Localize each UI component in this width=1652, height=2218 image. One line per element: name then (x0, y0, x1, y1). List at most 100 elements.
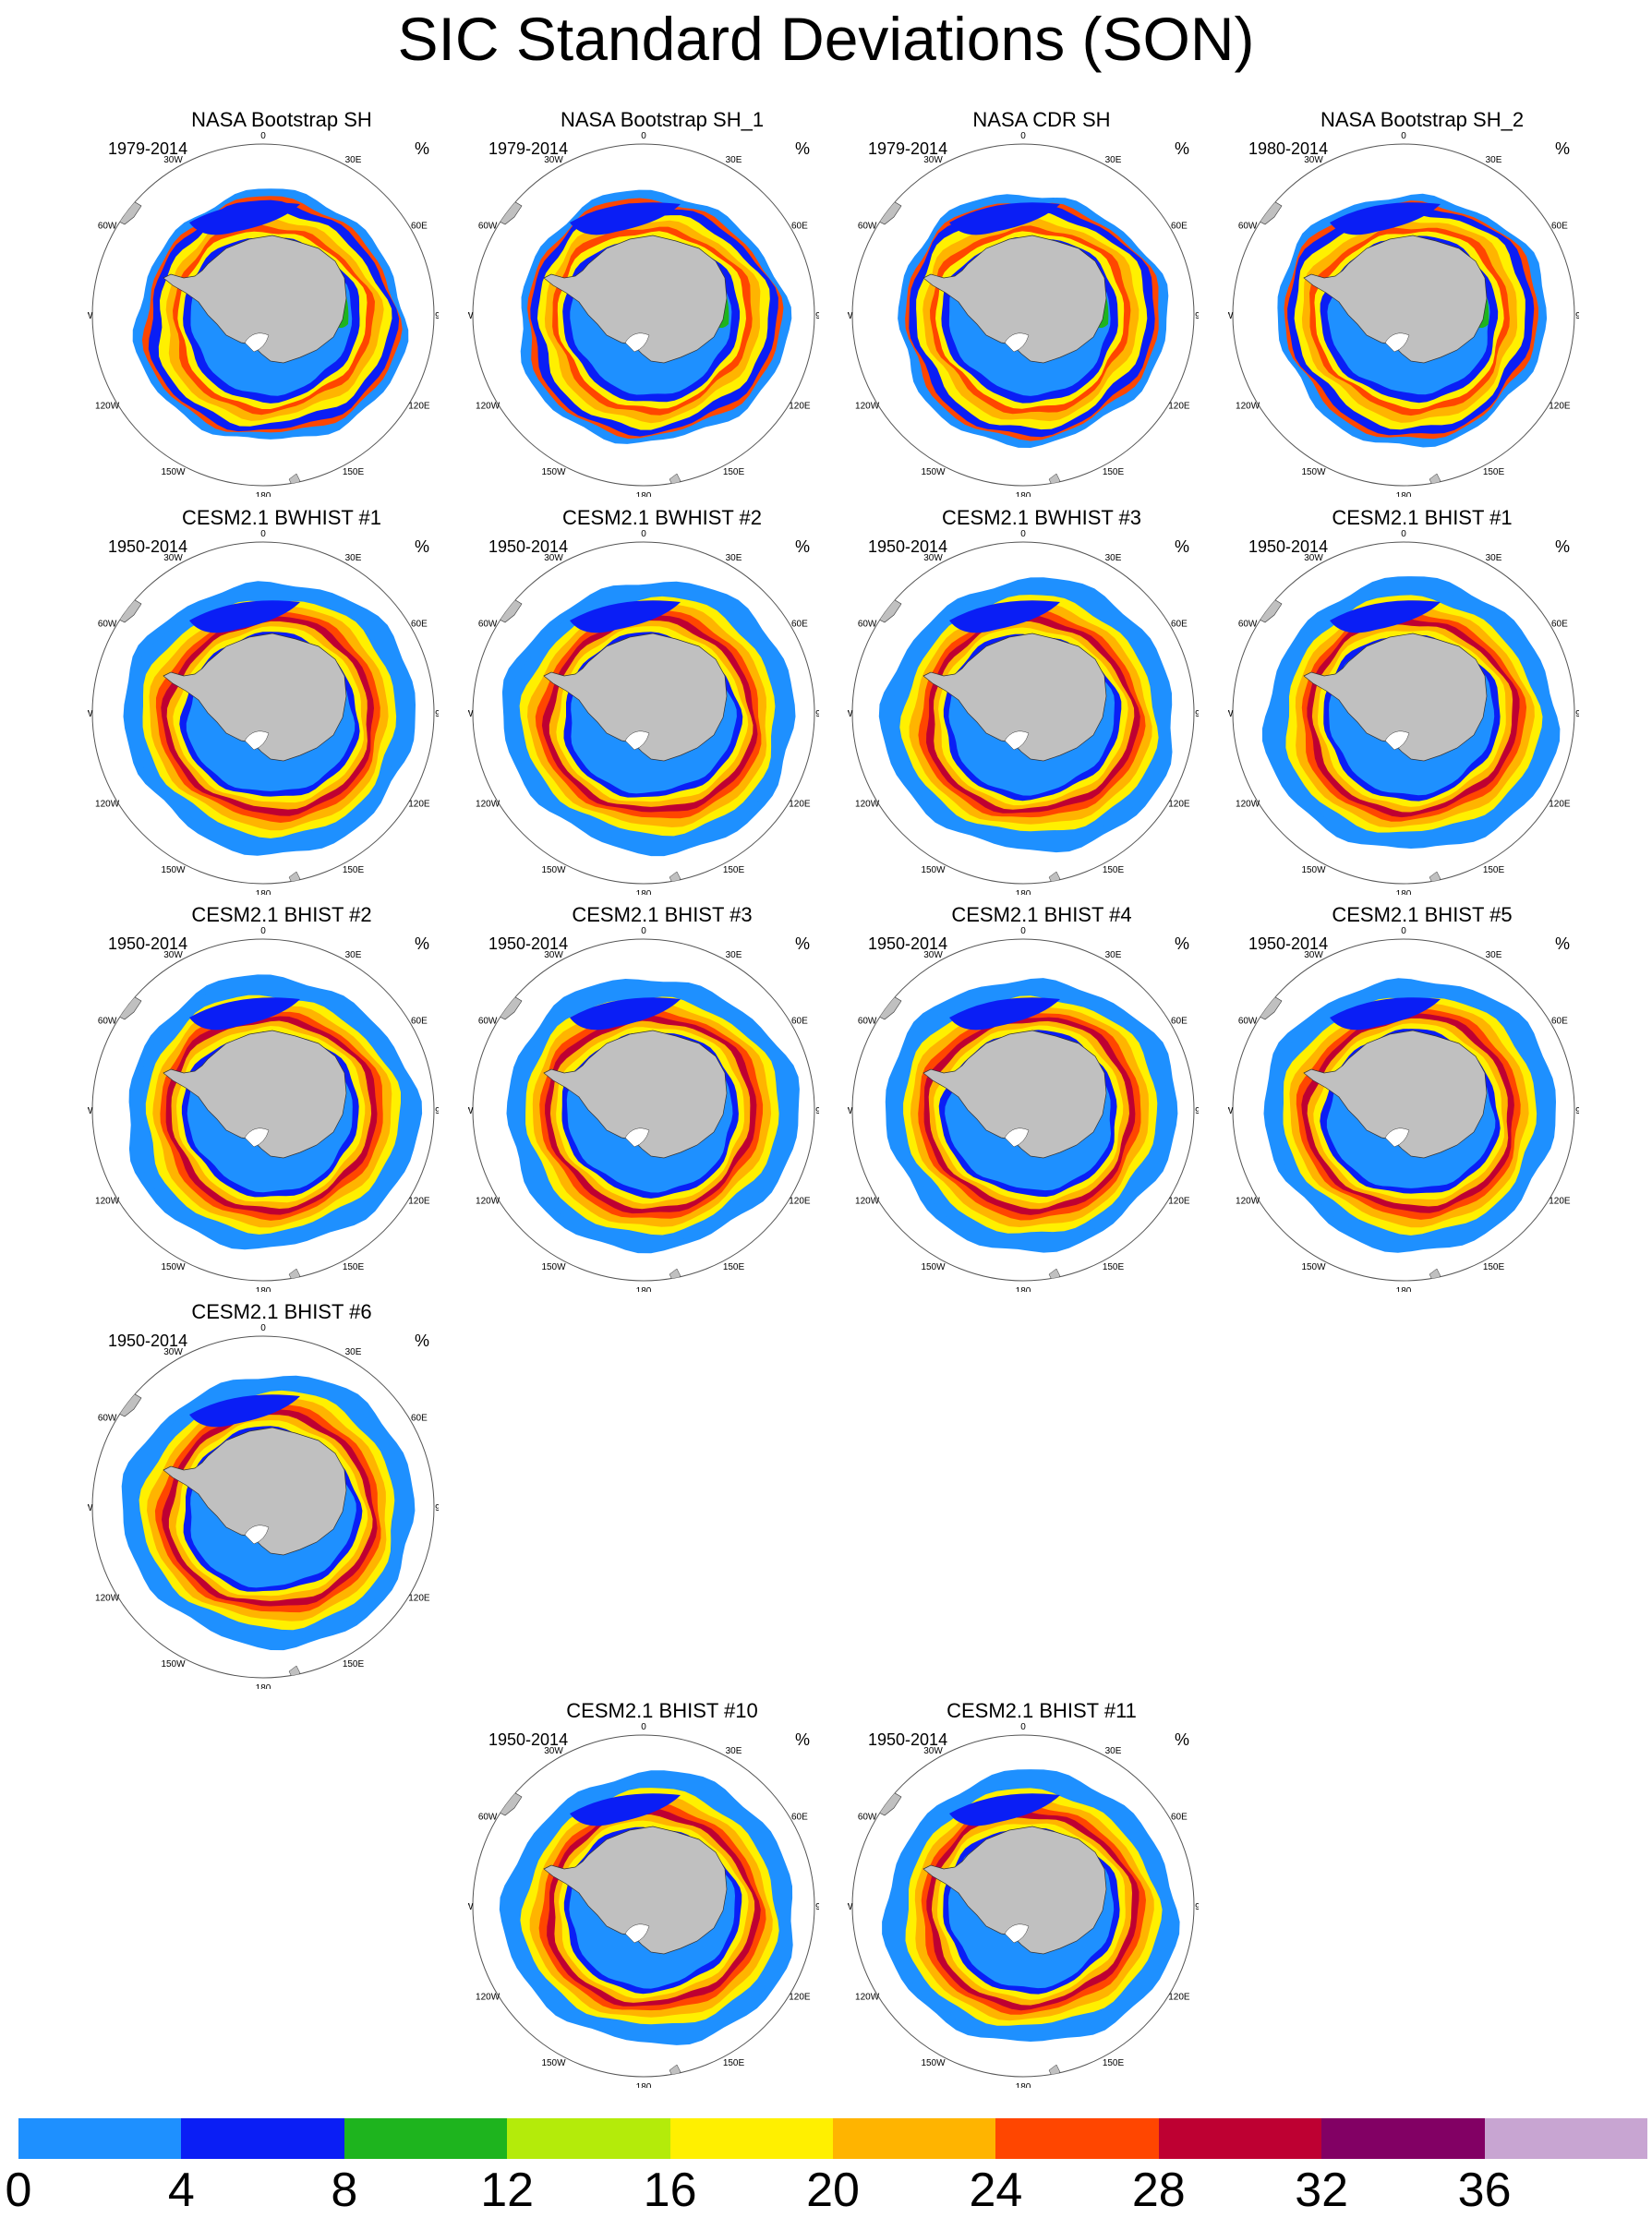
longitude-label: 90E (815, 311, 819, 321)
longitude-label: 120E (408, 1197, 430, 1207)
longitude-label: 150E (343, 467, 365, 477)
longitude-label: 120W (855, 1197, 880, 1207)
longitude-label: 60E (1171, 1017, 1188, 1027)
panel-period: 1950-2014 (108, 934, 188, 953)
longitude-label: 30W (1304, 950, 1323, 960)
colorbar-label: 32 (1295, 2164, 1349, 2217)
longitude-label: 150E (343, 1659, 365, 1670)
longitude-label: 0 (641, 530, 646, 539)
panel-title: CESM2.1 BWHIST #1 (182, 506, 381, 529)
colorbar-swatch (507, 2118, 670, 2159)
longitude-label: 120W (855, 800, 880, 810)
panel-units: % (414, 1332, 429, 1350)
panel-title: NASA Bootstrap SH_2 (1320, 108, 1525, 131)
ice-shelf (1004, 1127, 1030, 1148)
longitude-label: 30W (544, 155, 563, 165)
antarctica-landmass (543, 1030, 728, 1159)
longitude-label: 0 (1020, 1723, 1026, 1732)
longitude-label: 30E (345, 553, 362, 563)
longitude-label: 0 (641, 1723, 646, 1732)
longitude-label: 0 (1401, 927, 1406, 936)
longitude-label: 120E (1549, 1197, 1571, 1207)
panel-units: % (794, 1730, 810, 1749)
longitude-label: 150E (723, 2058, 745, 2068)
longitude-label: 30E (726, 1746, 742, 1756)
panel-units: % (794, 934, 810, 953)
longitude-label: 150E (1103, 1262, 1125, 1272)
polar-map: 0 30E 60E 90E 120E 150E 180 150W 120W 90W 60W 30W (468, 927, 819, 1292)
panel-units: % (1554, 537, 1570, 556)
panel-period: 1950-2014 (868, 1730, 948, 1749)
longitude-label: 180 (1396, 491, 1412, 497)
ice-shelf (244, 1525, 270, 1545)
longitude-label: 90E (435, 311, 439, 321)
longitude-label: 150E (723, 467, 745, 477)
longitude-label: 90W (1228, 311, 1234, 321)
polar-map: 0 30E 60E 90E 120E 150E 180 150W 120W 90W 60W 30W (848, 1723, 1199, 2088)
longitude-label: 90E (435, 709, 439, 719)
colorbar-label: 8 (331, 2164, 358, 2217)
longitude-label: 180 (1016, 1286, 1031, 1292)
longitude-label: 120E (408, 1594, 430, 1604)
panel-title: CESM2.1 BHIST #6 (191, 1300, 372, 1323)
panel-title: CESM2.1 BHIST #2 (191, 903, 372, 926)
longitude-label: 180 (256, 889, 271, 895)
panel-period: 1979-2014 (108, 139, 188, 158)
panel-period: 1979-2014 (868, 139, 948, 158)
antarctica-landmass (543, 1826, 728, 1955)
ice-shelf (624, 1127, 650, 1148)
map-panel: NASA Bootstrap SH_1 1979-2014% 0 30E 60E 90E 1… (468, 108, 856, 500)
colorbar: 0 4 8 12 16 20 24 28 32 36 (6, 2118, 1647, 2217)
longitude-label: 90E (1195, 709, 1199, 719)
longitude-label: 90W (468, 1902, 474, 1912)
ice-shelf (244, 332, 270, 353)
panel-units: % (1174, 537, 1189, 556)
longitude-label: 150E (723, 865, 745, 875)
longitude-label: 90E (1195, 1106, 1199, 1116)
longitude-label: 30E (1486, 155, 1502, 165)
polar-map: 0 30E 60E 90E 120E 150E 180 150W 120W 90W 60W 30W (88, 927, 439, 1292)
longitude-label: 150W (541, 865, 566, 875)
panel-period: 1980-2014 (1248, 139, 1329, 158)
longitude-label: 90E (435, 1106, 439, 1116)
longitude-label: 30W (1304, 553, 1323, 563)
panel-units: % (1554, 139, 1570, 158)
longitude-label: 60E (1171, 1813, 1188, 1823)
longitude-label: 180 (1396, 1286, 1412, 1292)
antarctica-landmass (1303, 1030, 1488, 1159)
longitude-label: 60E (1171, 620, 1188, 630)
longitude-label: 150E (1483, 865, 1505, 875)
longitude-label: 30E (1105, 155, 1122, 165)
ice-shelf (244, 730, 270, 751)
longitude-label: 30E (1105, 553, 1122, 563)
panel-units: % (1554, 934, 1570, 953)
longitude-label: 30W (163, 155, 183, 165)
colorbar-swatch (18, 2118, 182, 2159)
antarctica-landmass (1303, 235, 1488, 364)
longitude-label: 0 (1020, 530, 1026, 539)
panel-units: % (794, 537, 810, 556)
longitude-label: 120E (789, 1197, 811, 1207)
panel-units: % (1174, 1730, 1189, 1749)
longitude-label: 30E (345, 1347, 362, 1357)
longitude-label: 90W (88, 1106, 93, 1116)
longitude-label: 150E (343, 1262, 365, 1272)
polar-map: 0 30E 60E 90E 120E 150E 180 150W 120W 90W 60W 30W (1228, 927, 1579, 1292)
longitude-label: 30W (544, 553, 563, 563)
longitude-label: 90W (468, 1106, 474, 1116)
colorbar-swatch (1158, 2118, 1322, 2159)
longitude-label: 0 (641, 132, 646, 141)
longitude-label: 30W (923, 155, 943, 165)
antarctica-landmass (543, 235, 728, 364)
longitude-label: 60W (98, 1414, 117, 1424)
longitude-label: 60W (478, 1813, 498, 1823)
colorbar-swatch (1484, 2118, 1647, 2159)
longitude-label: 60W (478, 1017, 498, 1027)
sic-contour-band (570, 202, 681, 235)
antarctica-landmass (922, 1030, 1107, 1159)
longitude-label: 150W (161, 1262, 186, 1272)
longitude-label: 120E (1168, 1197, 1190, 1207)
